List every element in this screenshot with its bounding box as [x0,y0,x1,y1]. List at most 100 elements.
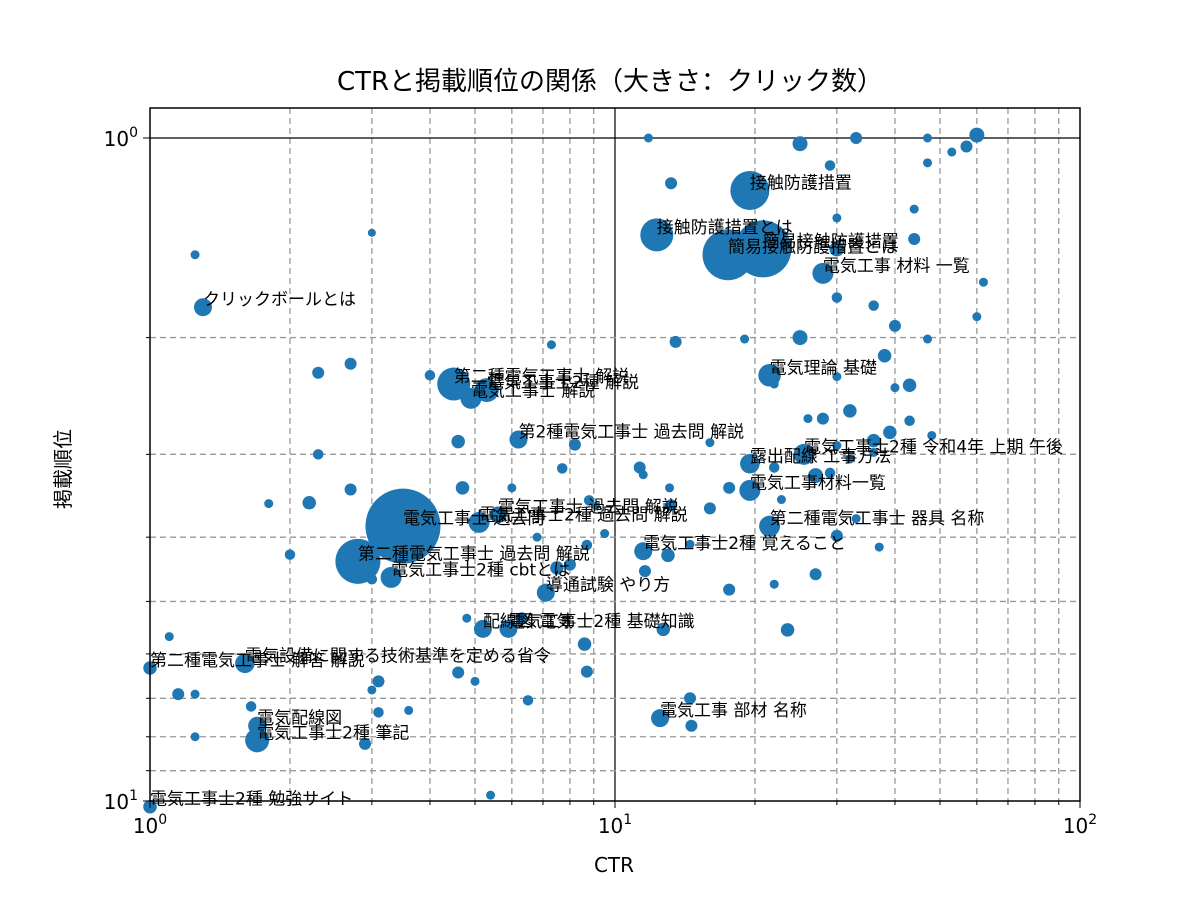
data-point [832,441,842,451]
data-label: 電気工事 部材 名称 [660,701,807,721]
data-point [451,434,465,449]
y-axis-label: 掲載順位 [51,429,75,509]
data-point [923,133,933,143]
data-point [877,348,892,363]
data-points [143,127,988,814]
data-label: 第二種電気工事士 解答 解説 [150,651,365,671]
data-label: 電気工事士2種 基礎知識 [508,612,694,632]
data-point [780,623,795,637]
data-point [460,387,482,409]
data-point [809,568,822,581]
data-point [685,539,695,549]
data-point [866,433,881,448]
data-point [947,147,957,157]
data-point [684,692,697,705]
data-point [373,707,384,718]
data-point [536,583,555,602]
data-point [638,470,648,480]
data-point [665,499,678,512]
data-point [969,127,985,143]
data-point [803,414,813,424]
data-point [190,732,200,742]
data-point [509,430,528,449]
data-point [507,483,517,493]
data-point [831,292,843,303]
data-point [705,438,715,448]
data-point [759,515,781,537]
data-point [845,454,855,464]
data-point [634,542,653,561]
x-tick-label: 102 [1063,812,1097,838]
data-point [972,312,982,322]
data-point [874,542,884,552]
data-label: 電気工事 材料 一覧 [823,256,970,276]
data-label: 電気工事士2種 令和4年 上期 午後 [804,437,1063,457]
chart-title: CTRと掲載順位の関係（大きさ：クリック数） [337,67,883,97]
data-point [344,357,357,370]
data-label: 第二種電気工事士 過去問 解説 [358,544,590,564]
data-point [344,483,357,496]
data-point [703,502,716,515]
data-point [489,506,507,523]
data-point [923,158,933,168]
data-point [665,483,675,493]
data-point [923,334,933,344]
data-point [532,532,542,542]
data-point [702,229,754,281]
data-point [367,685,377,695]
data-label: 電気工事士2種 勉強サイト [150,790,353,810]
data-point [359,737,372,750]
data-label: 簡易接触防護措置 [763,232,899,252]
data-label: 電気理論 基礎 [770,358,877,378]
data-point [824,467,836,479]
data-label: 電気工事士2種 解説 [487,373,639,393]
x-axis-label: CTR [594,853,634,877]
data-label: 電気工事士 解説 [471,381,595,401]
data-point [776,495,786,505]
data-point [851,514,861,524]
data-point [591,502,600,511]
data-label: 簡易接触防護措置とは [728,238,898,258]
data-label: 配線図 電気 [483,612,573,632]
data-label: 電気工事士 過去問 解説 [498,498,679,518]
data-point [740,334,750,344]
data-label: クリックボールとは [203,290,356,310]
data-point [768,462,780,473]
data-point [808,468,824,484]
data-point [792,136,808,152]
data-point [546,340,556,350]
data-point [580,665,593,678]
data-point [515,612,528,625]
data-point [883,425,897,440]
data-label: 露出配線 工事方法 [750,447,891,467]
data-point [193,298,212,317]
data-point [723,583,736,596]
data-point [190,250,200,260]
data-point [452,666,465,679]
data-label: 電気工事士2種 覚えること [643,534,846,554]
data-point [740,454,760,474]
data-point [832,213,842,223]
data-point [661,548,675,563]
data-point [730,170,770,210]
data-point [455,481,470,495]
data-point [366,574,378,585]
data-point [978,277,988,287]
data-point [583,495,595,506]
grid-lines [150,108,1080,801]
data-point [404,705,414,715]
data-point [830,529,843,542]
data-point [908,232,921,245]
data-label: 電気工事士 過去問 [403,509,544,529]
data-point [380,566,402,588]
x-tick-label: 100 [133,812,167,838]
data-point [424,370,436,381]
data-point [850,132,863,144]
data-point [473,619,492,638]
data-point [643,133,653,143]
data-point [685,719,698,732]
data-point [869,447,879,457]
data-point [669,335,682,348]
